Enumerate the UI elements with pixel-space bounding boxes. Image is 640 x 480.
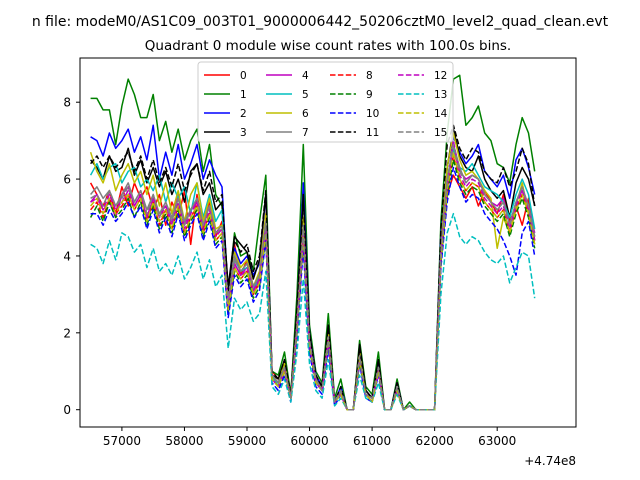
x-tick-label: 57000 [103, 434, 141, 448]
y-axis: 0 2 4 6 8 [63, 96, 80, 417]
y-tick-label: 6 [63, 173, 71, 187]
legend-label-14: 14 [434, 108, 448, 120]
legend-label-2: 2 [240, 108, 247, 120]
legend-label-15: 15 [434, 127, 447, 139]
series-line-1 [90, 74, 536, 411]
legend-label-12: 12 [434, 70, 447, 82]
legend-label-5: 5 [302, 89, 309, 101]
series-line-14 [90, 151, 536, 411]
chart-title: Quadrant 0 module wise count rates with … [145, 38, 511, 54]
legend-label-11: 11 [366, 127, 379, 139]
legend-label-8: 8 [366, 70, 373, 82]
legend-label-4: 4 [302, 70, 309, 82]
figure-suptitle: n file: modeM0/AS1C09_003T01_9000006442_… [32, 14, 609, 30]
legend-label-9: 9 [366, 89, 373, 101]
series-line-15 [90, 143, 536, 411]
x-offset-label: +4.74e8 [524, 454, 576, 468]
x-tick-label: 62000 [416, 434, 454, 448]
legend-label-13: 13 [434, 89, 447, 101]
series-line-11 [90, 124, 536, 411]
y-tick-label: 0 [63, 403, 71, 417]
legend-label-0: 0 [240, 70, 247, 82]
x-tick-label: 59000 [228, 434, 266, 448]
y-tick-label: 8 [63, 96, 71, 110]
x-axis: 57000 58000 59000 60000 61000 62000 63000 [103, 427, 516, 448]
series-line-13 [90, 212, 536, 411]
legend-label-7: 7 [302, 127, 309, 139]
y-tick-label: 2 [63, 326, 71, 340]
x-tick-label: 63000 [478, 434, 516, 448]
plot-frame [79, 57, 577, 428]
series-line-10 [90, 166, 536, 411]
legend-label-3: 3 [240, 127, 247, 139]
series-layer [89, 74, 536, 411]
legend-label-10: 10 [366, 108, 379, 120]
series-line-12 [90, 139, 536, 411]
legend-frame [197, 61, 454, 143]
legend-label-1: 1 [240, 89, 247, 101]
y-tick-label: 4 [63, 249, 71, 263]
legend-label-6: 6 [302, 108, 309, 120]
x-tick-label: 61000 [353, 434, 391, 448]
x-tick-label: 60000 [290, 434, 328, 448]
x-tick-label: 58000 [165, 434, 203, 448]
